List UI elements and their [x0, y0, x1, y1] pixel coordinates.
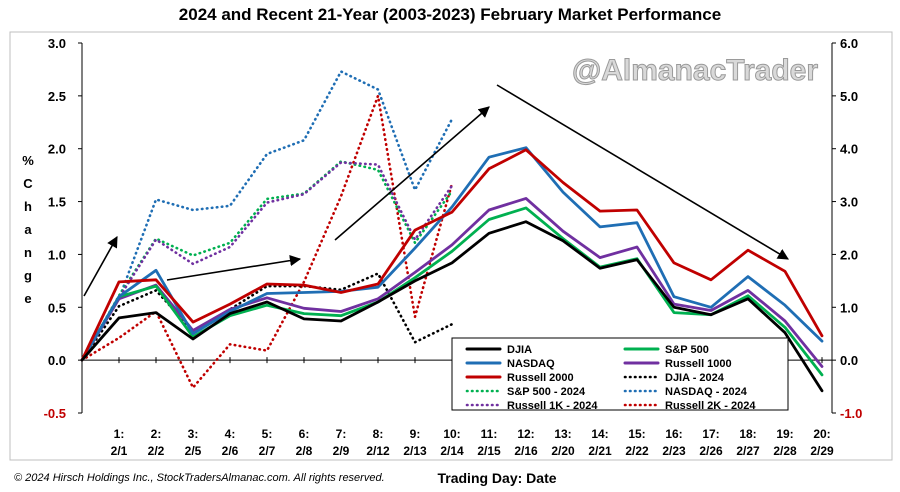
right-tick-label: -1.0: [840, 406, 862, 421]
left-tick-label: 2.0: [48, 142, 66, 157]
x-tick-day: 8:: [373, 427, 384, 441]
x-tick-date: 2/27: [736, 444, 760, 458]
x-axis-label: Trading Day: Date: [437, 470, 556, 486]
x-tick-day: 7:: [336, 427, 347, 441]
y-axis-label-char: %: [22, 153, 34, 168]
series-line-s-p-500-2024: [80, 160, 454, 362]
x-tick-date: 2/7: [259, 444, 276, 458]
x-tick-date: 2/5: [185, 444, 202, 458]
x-tick-day: 20:: [813, 427, 830, 441]
right-tick-label: 0.0: [840, 353, 858, 368]
legend-label: S&P 500 - 2024: [507, 386, 586, 398]
x-tick-date: 2/29: [810, 444, 834, 458]
watermark: @AlmanacTrader: [572, 54, 818, 87]
x-tick-date: 2/6: [222, 444, 239, 458]
y-axis-label-char: h: [24, 199, 32, 214]
x-tick-day: 19:: [776, 427, 793, 441]
x-tick-day: 11:: [481, 427, 498, 441]
x-tick-day: 17:: [702, 427, 719, 441]
x-tick-day: 5:: [262, 427, 273, 441]
y-axis-label-char: a: [24, 222, 32, 237]
x-tick-date: 2/28: [773, 444, 797, 458]
legend-label: Russell 1K - 2024: [507, 400, 598, 412]
x-tick-date: 2/2: [148, 444, 165, 458]
x-tick-date: 2/15: [477, 444, 501, 458]
y-axis-label-char: C: [23, 176, 33, 191]
legend-label: DJIA: [507, 344, 532, 356]
left-tick-label: 0.0: [48, 353, 66, 368]
x-tick-date: 2/21: [588, 444, 612, 458]
left-axis: -0.5 0.0 0.5 1.0 1.5 2.0 2.5 3.0: [44, 36, 83, 421]
trend-arrow: [496, 84, 789, 260]
trend-arrow: [83, 236, 118, 297]
x-tick-date: 2/22: [625, 444, 649, 458]
left-tick-label: 3.0: [48, 36, 66, 51]
series-layer: [80, 70, 824, 393]
legend-label: DJIA - 2024: [665, 372, 725, 384]
chart-area-border: [9, 31, 893, 461]
legend-label: S&P 500: [665, 344, 709, 356]
legend: [451, 337, 789, 411]
x-tick-day: 15:: [628, 427, 645, 441]
right-tick-label: 2.0: [840, 247, 858, 262]
left-tick-label: 0.5: [48, 300, 66, 315]
x-tick-date: 2/20: [551, 444, 575, 458]
right-tick-label: 5.0: [840, 89, 858, 104]
x-tick-date: 2/14: [440, 444, 464, 458]
series-line-djia: [80, 220, 824, 393]
chart-title: 2024 and Recent 21-Year (2003-2023) Febr…: [179, 5, 721, 24]
x-tick-date: 2/12: [366, 444, 390, 458]
left-tick-label: -0.5: [44, 406, 66, 421]
copyright-notice: © 2024 Hirsch Holdings Inc., StockTrader…: [14, 472, 385, 484]
right-tick-label: 1.0: [840, 300, 858, 315]
series-line-russell-2000: [80, 148, 824, 362]
legend-label: Russell 2000: [507, 372, 574, 384]
trend-arrow: [166, 255, 302, 281]
x-tick-day: 14:: [591, 427, 608, 441]
x-tick-day: 13:: [554, 427, 571, 441]
series-line-russell-1k-2024: [80, 161, 454, 362]
x-tick-date: 2/13: [403, 444, 427, 458]
x-tick-day: 3:: [188, 427, 199, 441]
y-axis-label-char: n: [24, 245, 32, 260]
left-tick-label: 1.5: [48, 195, 66, 210]
x-tick-day: 6:: [299, 427, 310, 441]
x-tick-date: 2/16: [514, 444, 538, 458]
right-tick-label: 4.0: [840, 142, 858, 157]
x-tick-date: 2/23: [662, 444, 686, 458]
y-axis-label-char: g: [24, 268, 32, 283]
series-line-nasdaq: [80, 146, 824, 362]
legend-label: Russell 1000: [665, 358, 732, 370]
x-tick-date: 2/9: [333, 444, 350, 458]
x-tick-day: 12:: [517, 427, 534, 441]
x-tick-date: 2/26: [699, 444, 723, 458]
legend-label: NASDAQ: [507, 358, 555, 370]
trend-arrows: [83, 84, 789, 297]
x-axis: 1: 2/1 2: 2/2 3: 2/5 4: 2/6 5: 2/7 6: 2/8 7: 2/9 8: 2/1…: [82, 357, 834, 458]
legend-items: DJIA S&P 500 NASDAQ Russell 1000 Russell 200…: [465, 344, 756, 412]
right-axis: -1.0 0.0 1.0 2.0 3.0 4.0 5.0 6.0: [831, 36, 862, 421]
left-tick-label: 2.5: [48, 89, 66, 104]
x-tick-day: 9:: [410, 427, 421, 441]
right-tick-label: 3.0: [840, 195, 858, 210]
series-line-russell-2k-2024: [80, 94, 454, 389]
x-tick-date: 2/1: [111, 444, 128, 458]
x-tick-day: 18:: [739, 427, 756, 441]
x-tick-day: 10:: [443, 427, 460, 441]
x-tick-day: 16:: [665, 427, 682, 441]
x-tick-day: 1:: [114, 427, 125, 441]
series-line-nasdaq-2024: [80, 70, 454, 362]
x-tick-day: 2:: [151, 427, 162, 441]
legend-label: Russell 2K - 2024: [665, 400, 756, 412]
x-tick-day: 4:: [225, 427, 236, 441]
series-line-russell-1000: [80, 196, 824, 368]
trend-arrow: [334, 106, 490, 241]
legend-label: NASDAQ - 2024: [665, 386, 748, 398]
left-tick-label: 1.0: [48, 247, 66, 262]
y-axis-label-char: e: [24, 291, 31, 306]
x-tick-date: 2/8: [296, 444, 313, 458]
right-tick-label: 6.0: [840, 36, 858, 51]
